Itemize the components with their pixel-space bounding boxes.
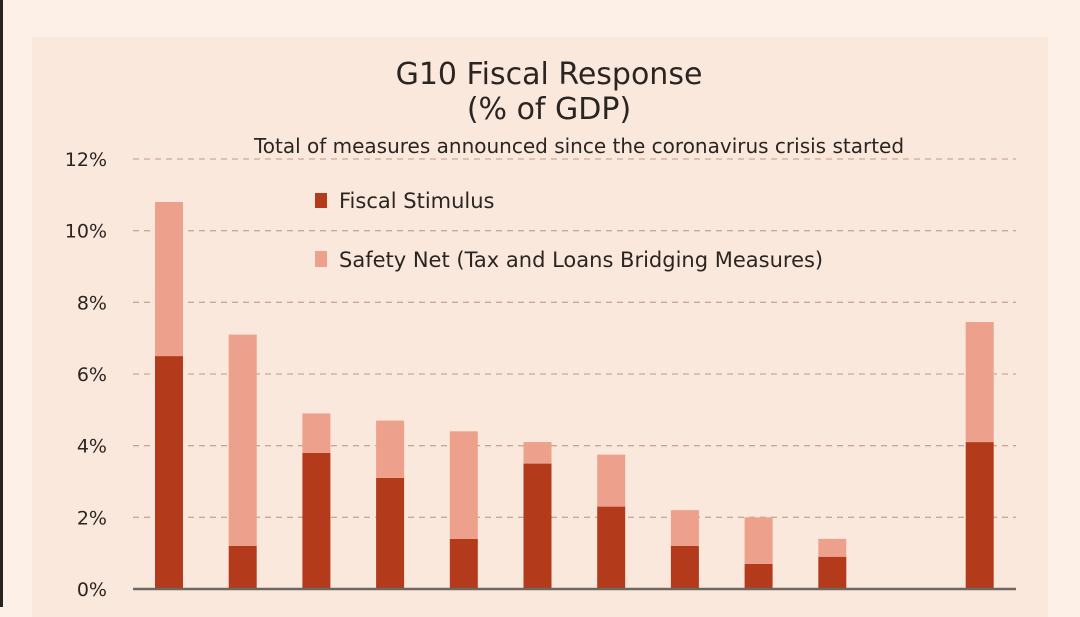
bar-safety-net [155,202,183,357]
bar-safety-net [523,442,552,464]
y-tick-label: 0% [77,579,107,601]
y-tick-label: 4% [77,436,107,458]
bar-fiscal-stimulus [523,463,552,589]
bar-fiscal-stimulus [376,477,405,589]
legend-label-fiscal-stimulus: Fiscal Stimulus [339,189,495,213]
legend-swatch-safety-net [315,251,327,267]
y-tick-label: 10% [65,221,107,243]
bar-safety-net [670,510,699,546]
bar-fiscal-stimulus [965,442,994,589]
y-tick-label: 12% [65,149,107,171]
legend-swatch-fiscal-stimulus [315,193,327,208]
chart-subtitle: Total of measures announced since the co… [253,134,904,158]
bar-fiscal-stimulus [228,546,257,589]
legend-label-safety-net: Safety Net (Tax and Loans Bridging Measu… [339,248,823,272]
bar-safety-net [597,454,626,507]
bar-fiscal-stimulus [302,452,331,589]
chart-title: G10 Fiscal Response [396,57,703,92]
bars [155,202,994,589]
y-tick-label: 2% [77,507,107,529]
bar-safety-net [449,431,478,539]
bar-fiscal-stimulus [597,506,626,589]
bar-fiscal-stimulus [818,556,847,589]
bar-safety-net [302,413,331,453]
chart-title-unit: (% of GDP) [467,92,631,127]
bar-fiscal-stimulus [155,356,183,589]
y-axis-ticks: 0% 2% 4% 6% 8% 10% 12% [65,149,107,601]
bar-fiscal-stimulus [449,538,478,589]
y-tick-label: 8% [77,292,107,314]
bar-safety-net [376,420,405,478]
y-tick-label: 6% [77,364,107,386]
bar-safety-net [228,334,257,546]
bar-safety-net [965,322,994,443]
legend: Fiscal Stimulus Safety Net (Tax and Loan… [315,189,823,272]
bar-fiscal-stimulus [670,546,699,589]
gridlines [133,158,1016,518]
bar-safety-net [744,517,773,564]
left-border [0,0,3,607]
bar-fiscal-stimulus [744,563,773,589]
bar-safety-net [818,538,847,557]
